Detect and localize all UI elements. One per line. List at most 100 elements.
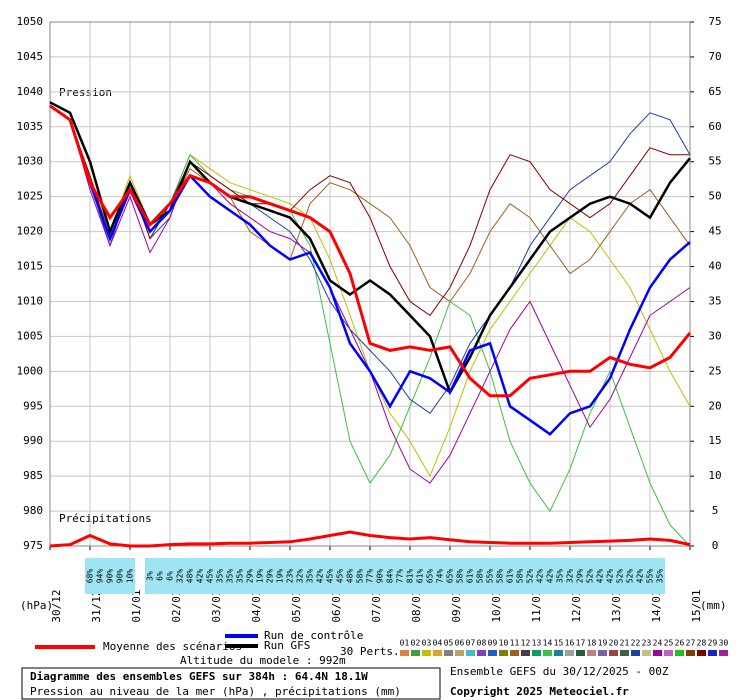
probability-label: 77% xyxy=(366,569,375,584)
member-swatch xyxy=(631,650,640,656)
member-number: 17 xyxy=(576,639,586,648)
y-tick-label: 1045 xyxy=(17,50,44,63)
member-swatch xyxy=(686,650,695,656)
probability-label: 45% xyxy=(206,569,215,584)
probability-label: 42% xyxy=(536,569,545,584)
probability-box xyxy=(545,558,555,594)
member-swatch xyxy=(477,650,486,656)
y2-tick-label: 60 xyxy=(708,120,721,133)
member-swatch xyxy=(664,650,673,656)
probability-label: 52% xyxy=(526,569,535,584)
probability-label: 6% xyxy=(156,571,165,581)
probability-label: 35% xyxy=(656,569,665,584)
member-number: 25 xyxy=(664,639,674,648)
member-line xyxy=(49,105,691,547)
title-box xyxy=(21,667,441,700)
probability-box xyxy=(365,558,375,594)
x-tick-label: 09/01 xyxy=(450,589,463,622)
x-tick-label: 08/01 xyxy=(410,589,423,622)
member-swatch xyxy=(708,650,717,656)
probability-box xyxy=(565,558,575,594)
copyright: Copyright 2025 Meteociel.fr xyxy=(450,685,629,698)
probability-label: 29% xyxy=(246,569,255,584)
member-swatch xyxy=(466,650,475,656)
probability-box xyxy=(615,558,625,594)
probability-label: 61% xyxy=(466,569,475,584)
legend-label: Moyenne des scénarios xyxy=(103,640,242,653)
plot-frame xyxy=(49,21,691,547)
y-tick-label: 985 xyxy=(23,469,43,482)
x-tick-label: 03/01 xyxy=(210,589,223,622)
probability-box xyxy=(605,558,615,594)
probability-label: 61% xyxy=(506,569,515,584)
probability-label: 35% xyxy=(236,569,245,584)
probability-label: 3% xyxy=(146,571,155,581)
member-swatch xyxy=(455,650,464,656)
probability-label: 42% xyxy=(316,569,325,584)
y-tick-label: 1035 xyxy=(17,120,44,133)
run-info: Ensemble GEFS du 30/12/2025 - 00Z xyxy=(450,665,669,678)
probability-box xyxy=(525,558,535,594)
member-number: 21 xyxy=(620,639,630,648)
probability-label: 74% xyxy=(436,569,445,584)
member-number: 27 xyxy=(686,639,696,648)
x-tick-label: 10/01 xyxy=(490,589,503,622)
member-swatch xyxy=(675,650,684,656)
member-number: 18 xyxy=(587,639,597,648)
probability-label: 45% xyxy=(326,569,335,584)
probability-box xyxy=(635,558,645,594)
probability-label: 55% xyxy=(486,569,495,584)
member-number: 03 xyxy=(422,639,432,648)
probability-label: 35% xyxy=(306,569,315,584)
y-tick-label: 995 xyxy=(23,399,43,412)
member-swatch xyxy=(620,650,629,656)
probability-box xyxy=(315,558,325,594)
member-swatch xyxy=(653,650,662,656)
probability-box xyxy=(125,558,135,594)
probability-box xyxy=(395,558,405,594)
y2-tick-label: 65 xyxy=(708,85,721,98)
probability-box xyxy=(645,558,655,594)
member-swatch xyxy=(411,650,420,656)
member-line xyxy=(49,105,691,414)
member-swatch xyxy=(510,650,519,656)
y-tick-label: 990 xyxy=(23,434,43,447)
probability-box xyxy=(235,558,245,594)
member-number: 12 xyxy=(521,639,531,648)
member-swatch xyxy=(499,650,508,656)
probability-box xyxy=(195,558,205,594)
member-number: 07 xyxy=(466,639,476,648)
probability-box xyxy=(165,558,175,594)
x-tick-label: 02/01 xyxy=(170,589,183,622)
y2-tick-label: 10 xyxy=(708,469,721,482)
member-number: 29 xyxy=(708,639,718,648)
probability-box xyxy=(265,558,275,594)
probability-box xyxy=(585,558,595,594)
probability-box xyxy=(515,558,525,594)
y-tick-label: 1000 xyxy=(17,364,44,377)
probability-label: 65% xyxy=(426,569,435,584)
probability-label: 48% xyxy=(186,569,195,584)
y2-tick-label: 30 xyxy=(708,329,721,342)
probability-box xyxy=(245,558,255,594)
y2-tick-label: 0 xyxy=(712,539,719,552)
member-swatch xyxy=(598,650,607,656)
probability-label: 55% xyxy=(646,569,655,584)
member-number: 26 xyxy=(675,639,685,648)
probability-box xyxy=(95,558,105,594)
pressure-annotation: Pression xyxy=(59,86,112,99)
x-tick-label: 12/01 xyxy=(570,589,583,622)
probability-box xyxy=(205,558,215,594)
y2-tick-label: 25 xyxy=(708,364,721,377)
member-swatch xyxy=(521,650,530,656)
member-swatch xyxy=(532,650,541,656)
y-tick-label: 1025 xyxy=(17,190,44,203)
x-tick-label: 15/01 xyxy=(690,589,703,622)
member-number: 20 xyxy=(609,639,619,648)
x-tick-label: 13/01 xyxy=(610,589,623,622)
member-number: 14 xyxy=(543,639,553,648)
probability-box xyxy=(295,558,305,594)
y-tick-label: 1015 xyxy=(17,260,44,273)
probability-box xyxy=(225,558,235,594)
probability-box xyxy=(215,558,225,594)
